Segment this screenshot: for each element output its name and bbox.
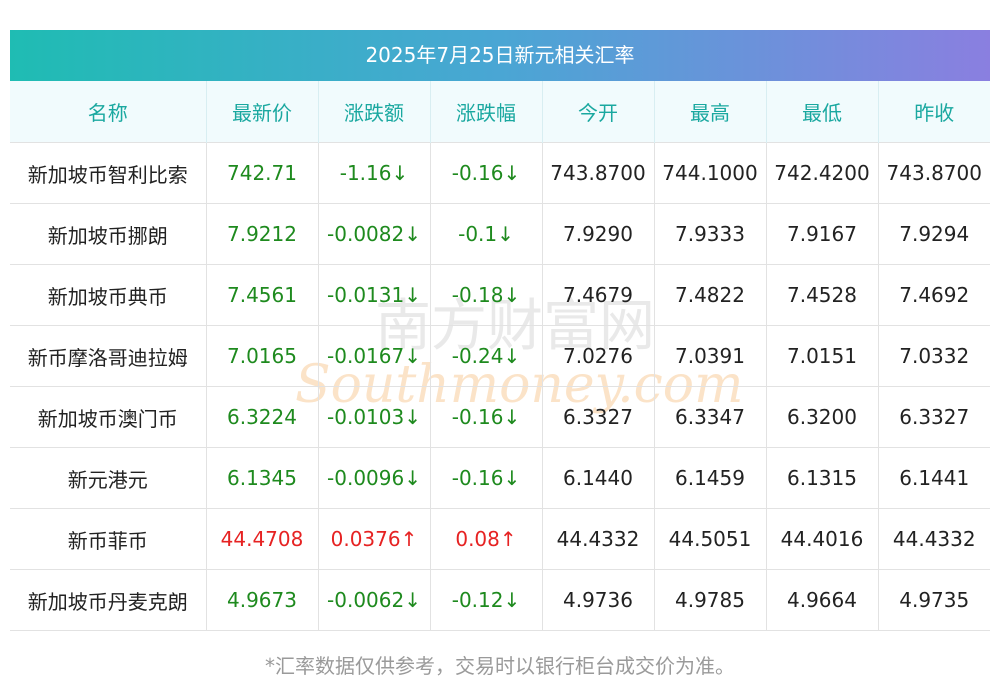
column-header-high: 最高 — [654, 81, 767, 143]
cell-change: -0.0167↓ — [318, 325, 431, 387]
column-header-low: 最低 — [766, 81, 879, 143]
column-header-pct: 涨跌幅 — [430, 81, 543, 143]
cell-latest: 742.71 — [206, 142, 319, 204]
table-row: 新元港元 6.1345 -0.0096↓ -0.16↓ 6.1440 6.145… — [10, 447, 990, 509]
cell-latest: 7.4561 — [206, 264, 319, 326]
cell-name: 新加坡币丹麦克朗 — [10, 569, 207, 631]
cell-low: 7.4528 — [766, 264, 879, 326]
cell-low: 742.4200 — [766, 142, 879, 204]
cell-name: 新加坡币典币 — [10, 264, 207, 326]
table-header-row: 名称 最新价 涨跌额 涨跌幅 今开 最高 最低 昨收 — [10, 81, 990, 143]
cell-latest: 4.9673 — [206, 569, 319, 631]
column-header-name: 名称 — [10, 81, 207, 143]
cell-pct: -0.12↓ — [430, 569, 543, 631]
cell-pct: 0.08↑ — [430, 508, 543, 570]
table-body: 新加坡币智利比索 742.71 -1.16↓ -0.16↓ 743.8700 7… — [10, 142, 990, 631]
table-row: 新币菲币 44.4708 0.0376↑ 0.08↑ 44.4332 44.50… — [10, 508, 990, 570]
table-title: 2025年7月25日新元相关汇率 — [10, 30, 990, 81]
cell-open: 7.0276 — [542, 325, 655, 387]
cell-prev: 6.3327 — [878, 386, 990, 448]
cell-open: 4.9736 — [542, 569, 655, 631]
cell-change: -0.0131↓ — [318, 264, 431, 326]
cell-high: 4.9785 — [654, 569, 767, 631]
cell-pct: -0.16↓ — [430, 142, 543, 204]
table-row: 新加坡币典币 7.4561 -0.0131↓ -0.18↓ 7.4679 7.4… — [10, 264, 990, 326]
cell-change: -0.0062↓ — [318, 569, 431, 631]
column-header-latest: 最新价 — [206, 81, 319, 143]
cell-high: 6.1459 — [654, 447, 767, 509]
cell-latest: 44.4708 — [206, 508, 319, 570]
table-row: 新加坡币澳门币 6.3224 -0.0103↓ -0.16↓ 6.3327 6.… — [10, 386, 990, 448]
cell-high: 44.5051 — [654, 508, 767, 570]
cell-name: 新加坡币澳门币 — [10, 386, 207, 448]
exchange-rate-table: 名称 最新价 涨跌额 涨跌幅 今开 最高 最低 昨收 新加坡币智利比索 742.… — [10, 81, 990, 631]
cell-pct: -0.16↓ — [430, 447, 543, 509]
cell-prev: 6.1441 — [878, 447, 990, 509]
cell-pct: -0.18↓ — [430, 264, 543, 326]
cell-prev: 4.9735 — [878, 569, 990, 631]
cell-low: 44.4016 — [766, 508, 879, 570]
cell-low: 7.9167 — [766, 203, 879, 265]
cell-latest: 6.1345 — [206, 447, 319, 509]
table-row: 新加坡币智利比索 742.71 -1.16↓ -0.16↓ 743.8700 7… — [10, 142, 990, 204]
cell-open: 6.3327 — [542, 386, 655, 448]
cell-high: 6.3347 — [654, 386, 767, 448]
column-header-open: 今开 — [542, 81, 655, 143]
cell-open: 7.9290 — [542, 203, 655, 265]
cell-latest: 7.0165 — [206, 325, 319, 387]
table-row: 新加坡币丹麦克朗 4.9673 -0.0062↓ -0.12↓ 4.9736 4… — [10, 569, 990, 631]
cell-open: 6.1440 — [542, 447, 655, 509]
cell-change: -0.0096↓ — [318, 447, 431, 509]
cell-prev: 743.8700 — [878, 142, 990, 204]
cell-change: -0.0103↓ — [318, 386, 431, 448]
disclaimer-footnote: *汇率数据仅供参考，交易时以银行柜台成交价为准。 — [265, 654, 735, 678]
cell-low: 6.1315 — [766, 447, 879, 509]
cell-low: 7.0151 — [766, 325, 879, 387]
cell-open: 7.4679 — [542, 264, 655, 326]
cell-name: 新元港元 — [10, 447, 207, 509]
cell-low: 4.9664 — [766, 569, 879, 631]
cell-pct: -0.1↓ — [430, 203, 543, 265]
cell-open: 44.4332 — [542, 508, 655, 570]
cell-high: 7.4822 — [654, 264, 767, 326]
cell-prev: 44.4332 — [878, 508, 990, 570]
cell-prev: 7.9294 — [878, 203, 990, 265]
cell-open: 743.8700 — [542, 142, 655, 204]
cell-high: 744.1000 — [654, 142, 767, 204]
cell-prev: 7.4692 — [878, 264, 990, 326]
cell-high: 7.9333 — [654, 203, 767, 265]
cell-name: 新币摩洛哥迪拉姆 — [10, 325, 207, 387]
cell-pct: -0.16↓ — [430, 386, 543, 448]
cell-latest: 7.9212 — [206, 203, 319, 265]
column-header-prev: 昨收 — [878, 81, 990, 143]
table-row: 新币摩洛哥迪拉姆 7.0165 -0.0167↓ -0.24↓ 7.0276 7… — [10, 325, 990, 387]
cell-name: 新加坡币挪朗 — [10, 203, 207, 265]
cell-change: -1.16↓ — [318, 142, 431, 204]
cell-low: 6.3200 — [766, 386, 879, 448]
cell-pct: -0.24↓ — [430, 325, 543, 387]
cell-change: -0.0082↓ — [318, 203, 431, 265]
cell-name: 新币菲币 — [10, 508, 207, 570]
cell-prev: 7.0332 — [878, 325, 990, 387]
cell-high: 7.0391 — [654, 325, 767, 387]
cell-latest: 6.3224 — [206, 386, 319, 448]
cell-change: 0.0376↑ — [318, 508, 431, 570]
column-header-change: 涨跌额 — [318, 81, 431, 143]
table-row: 新加坡币挪朗 7.9212 -0.0082↓ -0.1↓ 7.9290 7.93… — [10, 203, 990, 265]
cell-name: 新加坡币智利比索 — [10, 142, 207, 204]
